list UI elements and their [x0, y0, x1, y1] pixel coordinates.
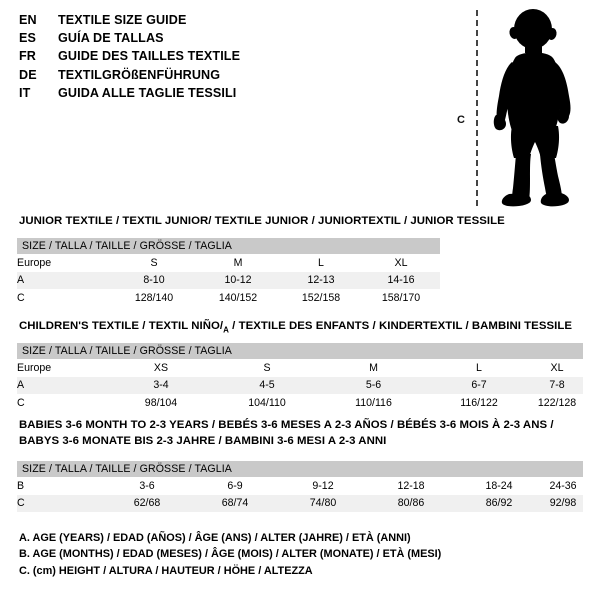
babies-row-c: C 62/68 68/74 74/80 80/86 86/92 92/98	[17, 494, 584, 513]
language-code-en: EN	[19, 13, 37, 27]
children-row-europe-cell-0: XS	[108, 359, 214, 377]
junior-row-c: C 128/140 140/152 152/158 158/170	[17, 289, 441, 307]
language-row-it: IT GUIDA ALLE TAGLIE TESSILI	[19, 86, 240, 104]
junior-table-band-row: SIZE / TALLA / TAILLE / GRÖSSE / TAGLIA	[17, 238, 441, 254]
junior-row-europe-label: Europe	[17, 254, 112, 272]
section-heading-babies: BABIES 3-6 MONTH TO 2-3 YEARS / BEBÉS 3-…	[19, 418, 579, 449]
junior-row-europe: Europe S M L XL	[17, 254, 441, 272]
language-title-list: EN TEXTILE SIZE GUIDE ES GUÍA DE TALLAS …	[19, 13, 240, 104]
height-measure-dashed-line	[476, 10, 478, 206]
measurement-legend: A. AGE (YEARS) / EDAD (AÑOS) / ÂGE (ANS)…	[19, 530, 441, 579]
junior-row-c-label: C	[17, 289, 112, 307]
junior-row-c-cell-3: 158/170	[362, 289, 441, 307]
children-row-a-cell-4: 7-8	[531, 376, 584, 395]
babies-row-c-cell-5: 92/98	[543, 494, 584, 513]
children-row-europe: Europe XS S M L XL	[17, 359, 584, 377]
children-heading-part2: / TEXTILE DES ENFANTS / KINDERTEXTIL / B…	[228, 320, 572, 332]
children-row-c-cell-0: 98/104	[108, 394, 214, 412]
babies-row-b-cell-3: 12-18	[367, 477, 455, 495]
junior-row-a-cell-3: 14-16	[362, 271, 441, 290]
language-row-es: ES GUÍA DE TALLAS	[19, 31, 240, 49]
babies-heading-line-2: BABYS 3-6 MONATE BIS 2-3 JAHRE / BAMBINI…	[19, 434, 387, 447]
legend-row-a: A. AGE (YEARS) / EDAD (AÑOS) / ÂGE (ANS)…	[19, 532, 411, 544]
children-band-label: SIZE / TALLA / TAILLE / GRÖSSE / TAGLIA	[17, 343, 584, 359]
section-heading-children: CHILDREN'S TEXTILE / TEXTIL NIÑO/A / TEX…	[19, 320, 572, 334]
babies-row-b-cell-4: 18-24	[455, 477, 543, 495]
babies-row-b-cell-5: 24-36	[543, 477, 584, 495]
children-heading-part1: CHILDREN'S TEXTILE / TEXTIL NIÑO	[19, 320, 220, 332]
language-code-fr: FR	[19, 49, 36, 64]
children-row-a: A 3-4 4-5 5-6 6-7 7-8	[17, 376, 584, 395]
section-heading-junior: JUNIOR TEXTILE / TEXTIL JUNIOR/ TEXTILE …	[19, 215, 505, 227]
language-row-de: DE TEXTILGRÖßENFÜHRUNG	[19, 68, 240, 86]
children-heading-slash: /	[219, 320, 224, 332]
babies-row-b-label: B	[17, 477, 103, 495]
children-row-a-cell-3: 6-7	[427, 376, 531, 395]
children-row-c-cell-1: 104/110	[214, 394, 320, 412]
babies-row-b-cell-0: 3-6	[103, 477, 191, 495]
junior-row-a: A 8-10 10-12 12-13 14-16	[17, 271, 441, 290]
children-row-c-label: C	[17, 394, 108, 412]
babies-row-b-cell-1: 6-9	[191, 477, 279, 495]
babies-size-table: SIZE / TALLA / TAILLE / GRÖSSE / TAGLIA …	[17, 461, 584, 513]
language-row-fr: FR GUIDE DES TAILLES TEXTILE	[19, 49, 240, 67]
children-row-a-cell-2: 5-6	[320, 376, 427, 395]
junior-row-europe-cell-0: S	[112, 254, 196, 272]
height-illustration: C	[455, 8, 595, 208]
babies-row-c-cell-1: 68/74	[191, 494, 279, 513]
children-row-c-cell-2: 110/116	[320, 394, 427, 412]
babies-row-c-cell-2: 74/80	[279, 494, 367, 513]
height-measure-label: C	[457, 114, 465, 126]
language-row-en: EN TEXTILE SIZE GUIDE	[19, 13, 240, 31]
children-row-europe-cell-1: S	[214, 359, 320, 377]
junior-row-europe-cell-2: L	[280, 254, 362, 272]
junior-row-a-cell-1: 10-12	[196, 271, 280, 290]
children-table-band-row: SIZE / TALLA / TAILLE / GRÖSSE / TAGLIA	[17, 343, 584, 359]
children-heading-subscript-a: A	[223, 325, 229, 335]
babies-row-c-cell-4: 86/92	[455, 494, 543, 513]
guide-title-de: TEXTILGRÖßENFÜHRUNG	[58, 67, 221, 82]
children-row-c-cell-4: 122/128	[531, 394, 584, 412]
junior-row-c-cell-1: 140/152	[196, 289, 280, 307]
guide-title-fr: GUIDE DES TAILLES TEXTILE	[58, 49, 241, 64]
guide-title-en: TEXTILE SIZE GUIDE	[58, 13, 187, 27]
junior-row-a-label: A	[17, 271, 112, 290]
junior-row-europe-cell-3: XL	[362, 254, 441, 272]
legend-row-c: C. (cm) HEIGHT / ALTURA / HAUTEUR / HÖHE…	[19, 564, 313, 577]
babies-row-b: B 3-6 6-9 9-12 12-18 18-24 24-36	[17, 477, 584, 495]
junior-band-label: SIZE / TALLA / TAILLE / GRÖSSE / TAGLIA	[17, 238, 441, 254]
children-row-a-cell-0: 3-4	[108, 376, 214, 395]
junior-row-europe-cell-1: M	[196, 254, 280, 272]
guide-title-it: GUIDA ALLE TAGLIE TESSILI	[58, 85, 237, 100]
junior-row-a-cell-2: 12-13	[280, 271, 362, 290]
junior-size-table: SIZE / TALLA / TAILLE / GRÖSSE / TAGLIA …	[17, 238, 441, 307]
language-code-de: DE	[19, 67, 37, 82]
language-code-es: ES	[19, 31, 36, 46]
children-row-europe-cell-2: M	[320, 359, 427, 377]
toddler-silhouette-icon	[493, 9, 571, 207]
children-row-c-cell-3: 116/122	[427, 394, 531, 412]
junior-row-a-cell-0: 8-10	[112, 271, 196, 290]
babies-row-c-cell-3: 80/86	[367, 494, 455, 513]
junior-row-c-cell-2: 152/158	[280, 289, 362, 307]
babies-heading-line-1: BABIES 3-6 MONTH TO 2-3 YEARS / BEBÉS 3-…	[19, 419, 554, 431]
language-code-it: IT	[19, 85, 31, 100]
babies-row-b-cell-2: 9-12	[279, 477, 367, 495]
junior-row-c-cell-0: 128/140	[112, 289, 196, 307]
babies-row-c-cell-0: 62/68	[103, 494, 191, 513]
children-row-europe-cell-4: XL	[531, 359, 584, 377]
babies-table-band-row: SIZE / TALLA / TAILLE / GRÖSSE / TAGLIA	[17, 461, 584, 477]
children-row-c: C 98/104 104/110 110/116 116/122 122/128	[17, 394, 584, 412]
babies-band-label: SIZE / TALLA / TAILLE / GRÖSSE / TAGLIA	[17, 461, 584, 477]
children-row-europe-label: Europe	[17, 359, 108, 377]
children-row-europe-cell-3: L	[427, 359, 531, 377]
children-row-a-label: A	[17, 376, 108, 395]
guide-title-es: GUÍA DE TALLAS	[58, 31, 164, 46]
children-size-table: SIZE / TALLA / TAILLE / GRÖSSE / TAGLIA …	[17, 343, 584, 412]
legend-row-b: B. AGE (MONTHS) / EDAD (MESES) / ÂGE (MO…	[19, 548, 442, 561]
children-row-a-cell-1: 4-5	[214, 376, 320, 395]
babies-row-c-label: C	[17, 494, 103, 513]
